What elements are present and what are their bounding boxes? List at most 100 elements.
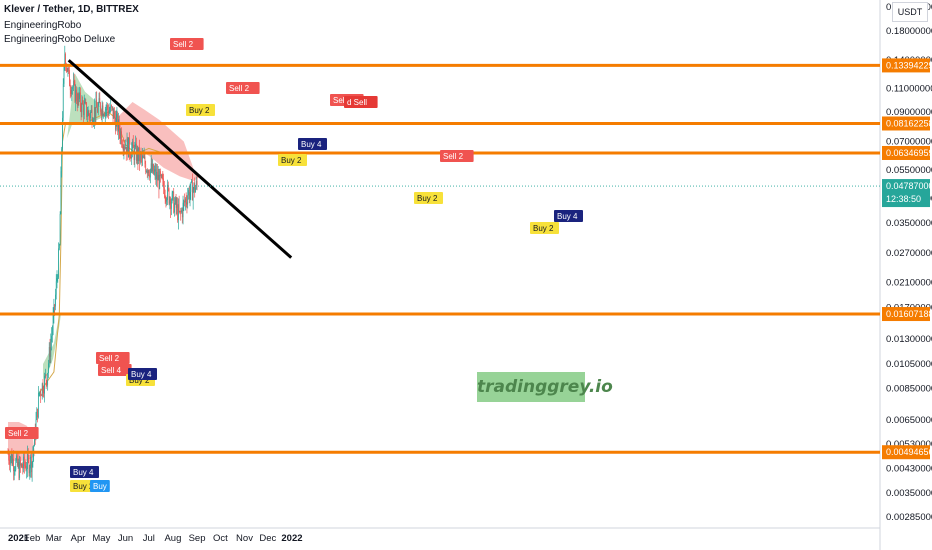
candle-body xyxy=(13,470,15,472)
candle xyxy=(146,168,148,178)
price-tick-label: 0.07000000 xyxy=(886,136,932,147)
candle-body xyxy=(51,335,52,342)
candle xyxy=(17,458,19,469)
candle-body xyxy=(122,146,124,151)
candle-body xyxy=(55,294,56,307)
candle xyxy=(186,195,188,214)
candle-body xyxy=(74,81,76,102)
candle-body xyxy=(169,198,171,204)
candle-body xyxy=(111,105,112,107)
candle-body xyxy=(48,347,50,364)
signal-tag-label: Sell 2 xyxy=(8,429,29,438)
currency-button[interactable]: USDT xyxy=(892,2,928,22)
candle-body xyxy=(7,453,9,455)
candle-body xyxy=(73,81,75,82)
signal-tag: Buy 4 xyxy=(298,138,327,150)
candle-body xyxy=(26,468,28,471)
candle-body xyxy=(108,110,109,116)
indicator-label-2[interactable]: EngineeringRobo Deluxe xyxy=(4,34,116,45)
price-tick-label: 0.18000000 xyxy=(886,26,932,37)
candle-body xyxy=(94,107,96,118)
candle xyxy=(171,198,172,216)
candle xyxy=(88,109,90,121)
candle xyxy=(44,368,46,379)
candle xyxy=(158,168,160,199)
candle-body xyxy=(89,115,91,119)
candle-body xyxy=(188,190,190,200)
candle-body xyxy=(135,143,136,148)
last-price-text: 0.04787000 xyxy=(886,181,932,191)
candle xyxy=(24,461,26,469)
candle-body xyxy=(63,65,65,84)
candle xyxy=(153,163,154,175)
candle xyxy=(167,179,168,206)
level-price-text: 0.01607188 xyxy=(886,309,932,319)
candle xyxy=(168,187,170,206)
candle xyxy=(164,180,165,199)
candle xyxy=(100,101,101,115)
candle-body xyxy=(143,155,144,158)
cloud-bullish-feb xyxy=(43,314,61,380)
candle-body xyxy=(17,461,19,466)
candle-body xyxy=(43,392,45,394)
trend-line xyxy=(67,59,293,259)
signal-tag: Buy 2 xyxy=(278,154,307,166)
candle xyxy=(129,132,130,160)
candle xyxy=(185,192,187,208)
price-tick-label: 0.01300000 xyxy=(886,334,932,345)
candle xyxy=(39,390,41,397)
candle-body xyxy=(164,197,166,198)
candle-body xyxy=(100,103,101,112)
candle xyxy=(156,163,157,187)
candle xyxy=(185,197,186,211)
candle xyxy=(83,94,85,120)
candle-body xyxy=(59,214,61,246)
candle-body xyxy=(187,195,189,205)
candle xyxy=(193,182,195,193)
candle-body xyxy=(40,391,42,396)
candle-body xyxy=(96,99,98,108)
candle-body xyxy=(150,169,151,178)
candle-body xyxy=(167,184,169,189)
candle xyxy=(57,274,59,283)
candle xyxy=(135,135,136,150)
candle-body xyxy=(66,66,67,68)
candle xyxy=(55,274,57,300)
signal-tag-label: Sell 4 xyxy=(101,366,122,375)
candle xyxy=(15,458,17,472)
candle xyxy=(23,453,24,473)
candle-body xyxy=(125,147,126,149)
level-price-label: 0.00494656 xyxy=(882,445,932,460)
candle-body xyxy=(48,363,49,374)
candle xyxy=(14,466,16,476)
price-tick-label: 0.02100000 xyxy=(886,278,932,289)
candle-body xyxy=(160,171,161,177)
candle xyxy=(178,198,179,230)
signal-tag-box xyxy=(128,368,157,380)
candle-body xyxy=(123,146,125,151)
candle-body xyxy=(69,86,71,91)
candle-body xyxy=(31,461,33,473)
candle xyxy=(109,106,111,114)
candle-body xyxy=(28,457,30,474)
candle-body xyxy=(177,204,178,221)
candle xyxy=(149,169,150,181)
candle-body xyxy=(85,101,87,103)
time-tick-label: Oct xyxy=(213,533,228,544)
signal-tag: Buy 2 xyxy=(530,222,559,234)
candle xyxy=(77,87,79,108)
level-price-label: 0.13394229 xyxy=(882,58,932,73)
candle-body xyxy=(13,458,14,471)
candle xyxy=(127,136,129,161)
candle-body xyxy=(178,204,179,221)
candle-body xyxy=(148,170,150,175)
candle-body xyxy=(73,81,74,88)
symbol-title[interactable]: Klever / Tether, 1D, BITTREX xyxy=(4,4,139,15)
candle xyxy=(136,145,138,165)
indicator-label-1[interactable]: EngineeringRobo xyxy=(4,20,82,31)
signal-tag-label: Buy 4 xyxy=(301,140,322,149)
candle-body xyxy=(81,100,83,113)
candle xyxy=(99,91,101,104)
